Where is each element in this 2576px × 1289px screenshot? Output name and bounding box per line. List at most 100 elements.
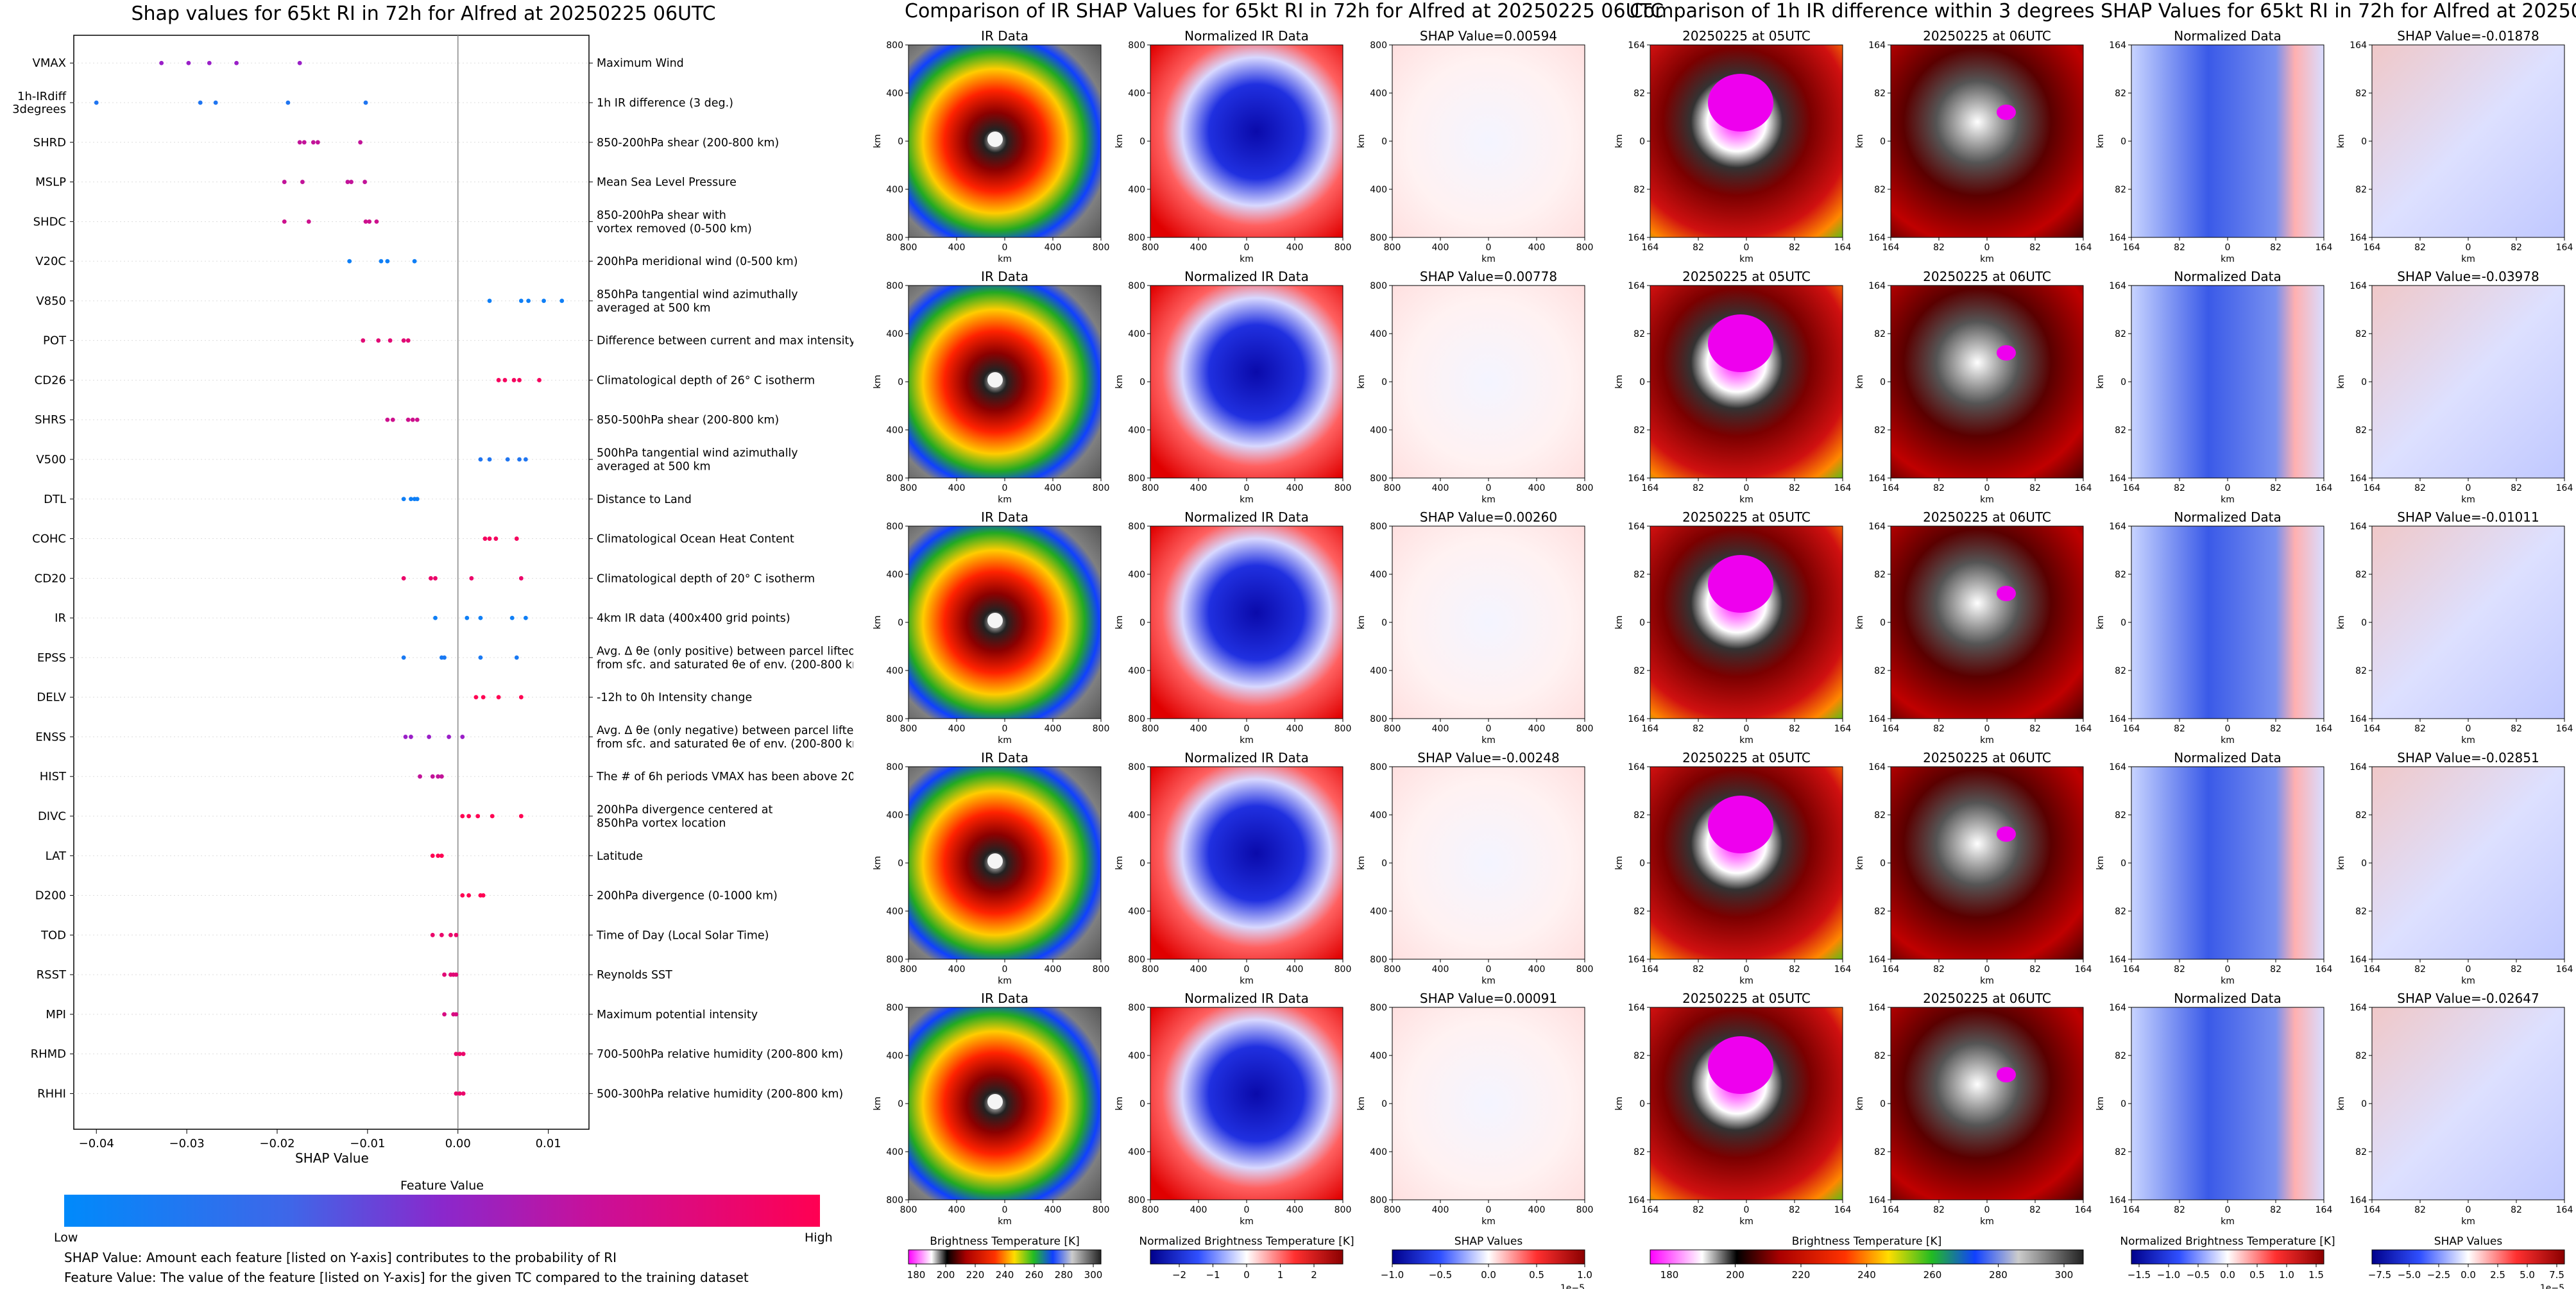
feature-desc-label: Maximum Wind (597, 57, 684, 70)
y-tick-label: 0 (2361, 137, 2367, 147)
x-tick-label: 400 (1190, 243, 1207, 253)
x-axis-label: km (1980, 254, 1994, 264)
x-tick-label: 800 (1576, 483, 1594, 493)
shap-point (537, 378, 542, 382)
x-tick-label: 164 (2123, 243, 2140, 253)
x-axis-label: km (2221, 254, 2235, 264)
shap-point (439, 774, 444, 779)
feature-code-label: POT (43, 334, 67, 348)
feature-desc-label: averaged at 500 km (597, 302, 711, 314)
y-tick-label: 82 (1874, 89, 1886, 99)
x-tick-label: 164 (1834, 243, 1852, 253)
x-tick-label: 164 (1642, 483, 1659, 493)
y-tick-label: 400 (886, 1051, 903, 1061)
y-tick-label: 164 (1868, 955, 1886, 965)
eye-feature (987, 1094, 1003, 1109)
feature-desc-label: Avg. Δ θe (only negative) between parcel… (597, 724, 853, 737)
x-tick-label: 0 (1984, 243, 1990, 253)
feature-code-label: RHHI (37, 1087, 66, 1100)
y-tick-label: 82 (2355, 1051, 2367, 1061)
x-tick-label: 164 (1642, 724, 1659, 734)
x-tick-label: 400 (1432, 483, 1449, 493)
y-tick-label: 82 (1633, 907, 1645, 917)
y-tick-label: 0 (1639, 377, 1645, 388)
y-axis-label: km (1114, 615, 1125, 629)
shap-point (518, 298, 524, 303)
shap-point (414, 497, 420, 502)
x-tick-label: 82 (2029, 724, 2041, 734)
y-tick-label: 400 (886, 1147, 903, 1157)
y-tick-label: 164 (1628, 281, 1645, 291)
ir-data-image (908, 286, 1101, 478)
shap-diff-map-image (2372, 1007, 2564, 1200)
eye-feature (987, 613, 1003, 628)
y-tick-label: 800 (1128, 955, 1145, 965)
y-tick-label: 164 (2109, 1195, 2126, 1206)
shap-point (159, 60, 164, 65)
shap-point (405, 417, 411, 422)
shap-point (511, 378, 516, 382)
x-axis-label: km (2461, 1216, 2475, 1227)
feature-desc-label: 200hPa divergence centered at (597, 803, 773, 816)
y-tick-label: 800 (886, 522, 903, 532)
x-tick-label: 82 (2174, 483, 2185, 493)
y-axis-label: km (2336, 615, 2346, 629)
y-tick-label: 164 (1628, 40, 1645, 51)
panel-title: SHAP Value=0.00594 (1420, 28, 1557, 44)
x-tick-label: 800 (1142, 964, 1159, 975)
cold-core-feature (1708, 1036, 1773, 1094)
x-axis-label: km (1240, 735, 1254, 746)
y-tick-label: 400 (1128, 810, 1145, 821)
panel-title: Normalized IR Data (1184, 750, 1309, 765)
shap-summary-title: Shap values for 65kt RI in 72h for Alfre… (131, 3, 716, 25)
x-tick-label: 164 (1642, 964, 1659, 975)
x-tick-label: 0 (1002, 964, 1008, 975)
x-tick-label: 400 (1528, 964, 1546, 975)
x-tick-label: 0 (1984, 724, 1990, 734)
y-tick-label: 164 (2350, 714, 2367, 724)
y-tick-label: 164 (1868, 281, 1886, 291)
y-tick-label: 800 (886, 233, 903, 243)
y-tick-label: 164 (2109, 714, 2126, 724)
y-tick-label: 800 (1128, 762, 1145, 773)
y-tick-label: 800 (886, 762, 903, 773)
x-axis-label: km (1481, 495, 1496, 505)
y-tick-label: 82 (2355, 185, 2367, 195)
shap-point (439, 853, 444, 858)
y-tick-label: 400 (1128, 1147, 1145, 1157)
feature-desc-label: Maximum potential intensity (597, 1009, 758, 1021)
colorbar-tick-label: −0.5 (2187, 1269, 2210, 1281)
colorbar-tick-label: 2 (1311, 1269, 1317, 1281)
y-axis-label: km (1114, 375, 1125, 389)
panel-title: Normalized Data (2174, 991, 2282, 1006)
y-tick-label: 82 (2115, 666, 2126, 676)
x-axis-label: km (2221, 1216, 2235, 1227)
panel-title: IR Data (981, 509, 1028, 525)
y-tick-label: 0 (1880, 377, 1886, 388)
y-tick-label: 82 (1633, 666, 1645, 676)
x-tick-label: 82 (1693, 724, 1704, 734)
y-tick-label: 0 (2120, 377, 2126, 388)
panel-title: IR Data (981, 269, 1028, 284)
feature-code-label: IR (55, 611, 66, 625)
x-tick-label: 82 (1789, 243, 1800, 253)
shap-point (300, 180, 305, 184)
shap-point (442, 1012, 447, 1017)
panel-title: IR Data (981, 991, 1028, 1006)
x-tick-label: 800 (1384, 964, 1401, 975)
shap-point (461, 1091, 466, 1096)
panel-title: 20250225 at 05UTC (1682, 509, 1811, 525)
feature-code-label: V850 (36, 295, 66, 308)
panel-title: 20250225 at 06UTC (1923, 28, 2051, 44)
y-axis-label: km (1855, 615, 1865, 629)
colorbar-exponent: 1e−5 (2540, 1283, 2564, 1289)
x-tick-label: 164 (1642, 1205, 1659, 1215)
x-tick-label: 800 (900, 483, 917, 493)
panel-title: 20250225 at 05UTC (1682, 28, 1811, 44)
x-tick-label: 800 (1335, 1205, 1352, 1215)
y-tick-label: 82 (2115, 907, 2126, 917)
x-tick-label: 800 (1576, 964, 1594, 975)
x-tick-label: 164 (2123, 964, 2140, 975)
colorbar-title: Normalized Brightness Temperature [K] (2120, 1235, 2335, 1248)
x-tick-label: 400 (1528, 724, 1546, 734)
